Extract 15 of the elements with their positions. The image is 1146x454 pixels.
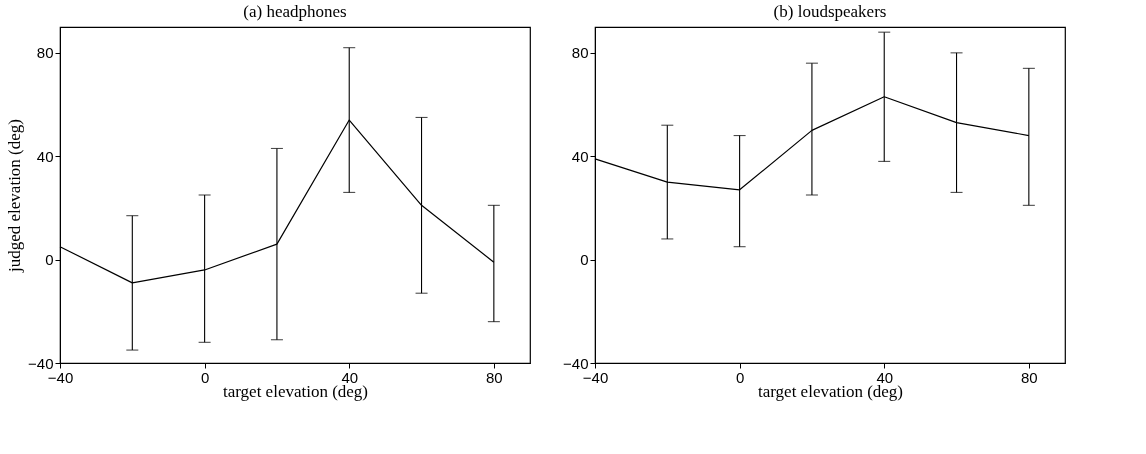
chart-title: (b) loudspeakers [773, 2, 887, 21]
y-tick-label: 80 [36, 44, 54, 62]
x-tick-label: 0 [735, 368, 745, 386]
x-tick-label: 80 [486, 368, 503, 386]
y-tick-label: 80 [571, 44, 589, 62]
x-tick-label: 0 [200, 368, 210, 386]
y-tick-label: 0 [580, 251, 589, 269]
x-tick-label: 80 [1021, 368, 1038, 386]
y-axis-title: judged elevation (deg) [5, 119, 25, 273]
y-tick-label: 40 [571, 147, 589, 165]
x-tick-label: 40 [341, 368, 359, 386]
y-tick-label: 40 [36, 147, 54, 165]
x-tick-label: 40 [876, 368, 894, 386]
chart-title: (a) headphones [243, 2, 347, 21]
y-tick-label: 0 [45, 251, 54, 269]
